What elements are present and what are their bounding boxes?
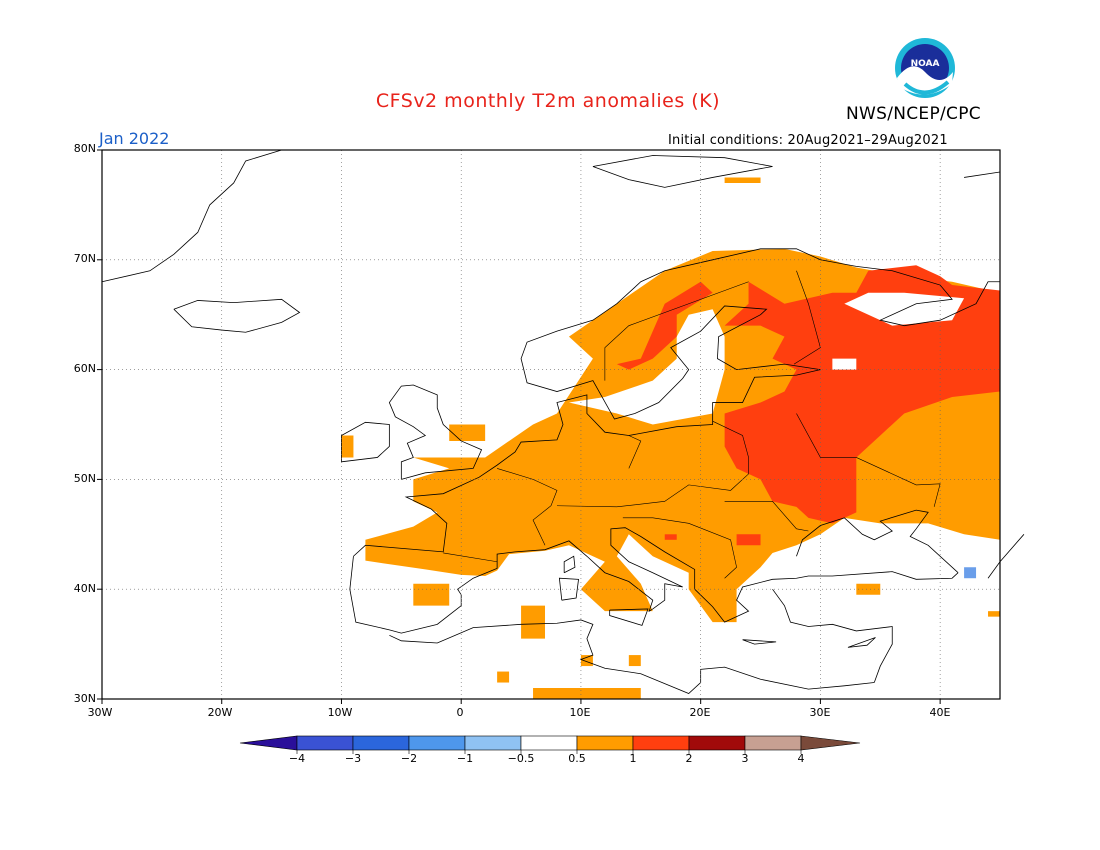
coastline — [609, 608, 649, 626]
coastline — [742, 639, 777, 645]
country-border — [628, 435, 642, 469]
colorbar-swatch — [296, 735, 354, 751]
anomaly-cell — [521, 605, 546, 639]
anomaly-cell — [736, 534, 761, 546]
colorbar-label: −2 — [400, 752, 418, 765]
colorbar-label: 1 — [629, 752, 637, 765]
country-border — [622, 517, 737, 579]
coastline — [388, 384, 483, 480]
colorbar-swatch — [744, 735, 802, 751]
anomaly-cell — [580, 655, 593, 667]
anomaly-cell — [497, 671, 510, 683]
coastline — [389, 619, 875, 694]
noaa-logo — [895, 38, 955, 98]
anomaly-cell — [988, 611, 1000, 617]
agency-label: NWS/NCEP/CPC — [846, 104, 981, 124]
noaa-logo-text: NOAA — [911, 59, 940, 69]
lon-tick-label: 10W — [327, 706, 353, 719]
country-border — [497, 468, 558, 546]
colorbar-label: 2 — [685, 752, 693, 765]
lon-tick-label: 20E — [689, 706, 711, 719]
colorbar-label: 0.5 — [568, 752, 586, 765]
coastline — [592, 155, 773, 188]
country-border — [724, 501, 809, 532]
anomaly-cell — [664, 534, 677, 540]
anomaly-cell — [341, 435, 354, 458]
axis-ticks — [97, 149, 941, 704]
sea-gap — [353, 611, 593, 667]
coastline — [349, 527, 959, 634]
anomaly-cells — [341, 177, 1000, 699]
anomaly-cell-cool — [964, 567, 977, 579]
coastline — [101, 149, 282, 283]
lat-tick-label: 30N — [73, 692, 96, 705]
map-title: CFSv2 monthly T2m anomalies (K) — [375, 90, 721, 112]
colorbar-swatch — [632, 735, 690, 751]
colorbar-label: −4 — [288, 752, 306, 765]
coastlines — [101, 149, 1025, 694]
country-border — [796, 413, 941, 507]
sea-gap — [568, 309, 725, 425]
lat-tick-label: 80N — [73, 142, 96, 155]
country-border — [443, 552, 498, 563]
gridlines — [102, 150, 1000, 699]
country-border — [556, 420, 749, 508]
colorbar-swatch — [464, 735, 522, 751]
coastline — [987, 534, 1025, 579]
anomaly-cell — [449, 424, 486, 441]
lon-tick-label: 30W — [87, 706, 113, 719]
colorbar-swatch — [576, 735, 634, 751]
colorbar-swatch — [408, 735, 466, 751]
map-frame — [101, 149, 1001, 700]
anomaly-cell — [533, 688, 605, 699]
coastline — [796, 509, 959, 574]
colorbar-end-low — [239, 735, 298, 751]
colorbar-swatch — [520, 735, 578, 751]
lon-tick-label: 20W — [207, 706, 233, 719]
coastline — [558, 577, 579, 601]
lon-tick-label: 0 — [456, 706, 464, 719]
colorbar-label: 4 — [797, 752, 805, 765]
lat-tick-label: 70N — [73, 252, 96, 265]
coastline — [964, 171, 1001, 178]
lat-tick-label: 60N — [73, 362, 96, 375]
sea-gap — [832, 358, 857, 370]
colorbar-label: −1 — [456, 752, 474, 765]
anomaly-cell — [592, 688, 641, 699]
colorbar-label: −0.5 — [507, 752, 535, 765]
initial-conditions-label: Initial conditions: 20Aug2021–29Aug2021 — [668, 133, 948, 148]
coastline — [847, 637, 876, 648]
colorbar-swatch — [688, 735, 746, 751]
lat-tick-label: 40N — [73, 582, 96, 595]
lon-tick-label: 40E — [929, 706, 951, 719]
anomaly-cell — [856, 583, 881, 595]
coastline — [563, 555, 576, 574]
lon-tick-label: 10E — [569, 706, 591, 719]
coastline — [173, 298, 301, 333]
colorbar-swatch — [352, 735, 410, 751]
coastline — [772, 588, 893, 683]
country-border — [604, 281, 749, 381]
country-border — [793, 270, 821, 365]
lon-tick-label: 30E — [809, 706, 831, 719]
anomaly-cell — [413, 583, 450, 606]
lat-tick-label: 50N — [73, 472, 96, 485]
anomaly-cell — [628, 655, 641, 667]
colorbar-label: 3 — [741, 752, 749, 765]
colorbar — [239, 735, 861, 754]
anomaly-region-1-2 — [724, 265, 1000, 524]
coastline — [353, 248, 1000, 557]
valid-month-label: Jan 2022 — [99, 129, 170, 148]
coastline — [341, 421, 390, 463]
anomaly-cell — [724, 177, 761, 183]
colorbar-end-high — [800, 735, 861, 751]
colorbar-label: −3 — [344, 752, 362, 765]
